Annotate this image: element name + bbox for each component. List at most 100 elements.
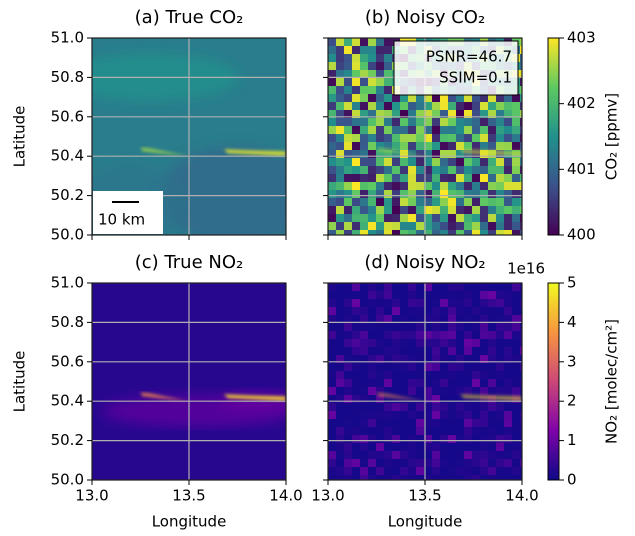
image-cell [376, 142, 385, 151]
image-cell [496, 475, 505, 480]
image-cell [424, 102, 433, 111]
image-cell [424, 347, 433, 356]
image-cell [488, 355, 497, 364]
image-cell [440, 467, 449, 476]
image-cell [328, 182, 337, 191]
image-cell [520, 126, 522, 135]
image-cell [512, 307, 521, 316]
image-cell [504, 126, 513, 135]
image-cell [440, 174, 449, 183]
image-cell [480, 315, 489, 324]
image-cell [480, 198, 489, 207]
image-cell [432, 94, 441, 103]
image-cell [520, 198, 522, 207]
image-cell [440, 307, 449, 316]
image-cell [472, 467, 481, 476]
image-cell [440, 315, 449, 324]
image-cell [440, 451, 449, 460]
plume [459, 149, 522, 157]
image-cell [512, 198, 521, 207]
image-cell [464, 371, 473, 380]
image-cell [456, 323, 465, 332]
image-cell [520, 411, 522, 420]
image-cell [496, 427, 505, 436]
image-cell [488, 379, 497, 388]
image-cell [408, 222, 417, 231]
image-cell [464, 299, 473, 308]
y-tick-label: 50.6 [51, 107, 84, 125]
image-cell [336, 291, 345, 300]
image-cell [424, 142, 433, 151]
image-cell [464, 315, 473, 324]
image-cell [352, 339, 361, 348]
image-cell [400, 126, 409, 135]
image-cell [336, 86, 345, 95]
colorbar [547, 37, 560, 236]
image-cell [488, 307, 497, 316]
image-cell [408, 339, 417, 348]
image-cell [376, 387, 385, 396]
image-cell [360, 142, 369, 151]
image-cell [392, 451, 401, 460]
image-cell [456, 475, 465, 480]
image-cell [352, 459, 361, 468]
image-cell [360, 110, 369, 119]
image-cell [384, 435, 393, 444]
image-cell [416, 126, 425, 135]
image-cell [520, 230, 522, 235]
image-cell [352, 467, 361, 476]
image-cell [360, 283, 369, 292]
image-cell [520, 291, 522, 300]
image-cell [328, 118, 337, 127]
image-cell [344, 419, 353, 428]
image-cell [360, 467, 369, 476]
image-cell [336, 230, 345, 235]
image-cell [480, 307, 489, 316]
image-cell [512, 363, 521, 372]
image-cell [496, 411, 505, 420]
image-cell [384, 222, 393, 231]
image-cell [352, 174, 361, 183]
image-cell [344, 46, 353, 55]
image-cell [440, 363, 449, 372]
image-cell [400, 158, 409, 167]
image-cell [424, 206, 433, 215]
image-cell [328, 198, 337, 207]
image-cell [512, 134, 521, 143]
image-cell [336, 315, 345, 324]
image-cell [448, 142, 457, 151]
heatmap-image [328, 283, 522, 480]
image-cell [328, 283, 337, 292]
colorbar-tick-label: 2 [567, 392, 577, 410]
image-cell [440, 222, 449, 231]
image-cell [504, 419, 513, 428]
image-cell [488, 299, 497, 308]
image-cell [408, 419, 417, 428]
image-cell [456, 102, 465, 111]
image-cell [456, 190, 465, 199]
image-cell [464, 283, 473, 292]
image-cell [512, 206, 521, 215]
image-cell [416, 379, 425, 388]
image-cell [344, 451, 353, 460]
image-cell [416, 214, 425, 223]
image-cell [464, 214, 473, 223]
image-cell [352, 475, 361, 480]
image-cell [408, 363, 417, 372]
image-cell [520, 443, 522, 452]
image-cell [416, 182, 425, 191]
image-cell [344, 435, 353, 444]
image-cell [392, 118, 401, 127]
image-cell [520, 315, 522, 324]
image-cell [464, 419, 473, 428]
image-cell [504, 355, 513, 364]
image-cell [360, 46, 369, 55]
image-cell [360, 387, 369, 396]
image-cell [520, 174, 522, 183]
image-cell [496, 459, 505, 468]
image-cell [520, 118, 522, 127]
image-cell [464, 347, 473, 356]
image-cell [400, 467, 409, 476]
image-cell [384, 214, 393, 223]
image-cell [472, 427, 481, 436]
